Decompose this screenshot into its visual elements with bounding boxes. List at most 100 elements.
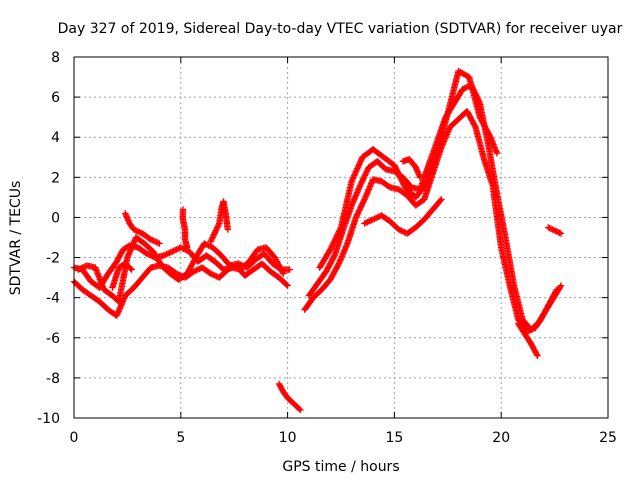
data-point (76, 265, 83, 273)
data-point (368, 216, 375, 224)
series-track-5 (122, 210, 163, 247)
series-track-15 (544, 224, 565, 237)
data-point (130, 226, 138, 233)
data-point (372, 214, 380, 222)
data-point (365, 218, 372, 225)
data-point (360, 197, 368, 204)
data-point (154, 239, 162, 247)
data-point (190, 268, 197, 275)
data-point (136, 228, 143, 236)
data-point (557, 282, 565, 289)
data-point (193, 267, 200, 274)
data-point (399, 228, 407, 235)
data-point (471, 122, 479, 130)
data-point (163, 251, 170, 258)
data-point (239, 262, 246, 269)
x-tick-label: 0 (70, 430, 79, 446)
data-point (459, 85, 466, 93)
data-point (77, 265, 85, 272)
data-point (286, 266, 293, 273)
data-point (207, 270, 214, 277)
data-point (438, 196, 445, 203)
data-point (134, 228, 142, 235)
data-point (552, 287, 560, 295)
data-point (224, 266, 231, 273)
x-tick-label: 15 (385, 430, 403, 446)
data-point (144, 251, 152, 258)
data-point (215, 221, 222, 229)
data-point (210, 271, 217, 279)
data-point (296, 405, 303, 413)
data-point (554, 228, 562, 236)
data-point (133, 227, 140, 235)
data-point (557, 283, 564, 291)
data-point (553, 228, 560, 235)
data-point (364, 218, 371, 226)
data-point (174, 245, 182, 253)
series-track-11 (316, 67, 501, 271)
data-point (128, 266, 135, 273)
x-tick-label: 5 (176, 430, 185, 446)
data-point (170, 247, 177, 255)
data-point (132, 226, 139, 234)
data-point (208, 271, 216, 278)
data-point (203, 241, 211, 249)
series-track-14 (515, 320, 541, 360)
plot-frame (73, 56, 609, 419)
data-point (173, 246, 180, 253)
series-track-4 (109, 260, 135, 291)
data-point (395, 226, 402, 233)
chart-title: Day 327 of 2019, Sidereal Day-to-day VTE… (58, 21, 623, 37)
data-point (547, 225, 555, 233)
data-point (184, 244, 191, 251)
data-point (161, 251, 169, 259)
data-point (191, 267, 199, 275)
series-track-12 (361, 196, 445, 237)
x-tick-label: 20 (492, 430, 510, 446)
data-point (153, 238, 160, 246)
data-point (147, 236, 155, 243)
series-track-2 (70, 260, 291, 319)
data-point (167, 249, 175, 256)
data-point (160, 252, 167, 259)
data-point (371, 215, 378, 222)
data-point (80, 263, 88, 271)
data-point (75, 266, 82, 273)
data-point (180, 245, 187, 253)
data-point (224, 226, 231, 233)
data-point (211, 272, 219, 279)
data-point (194, 266, 202, 273)
data-point (362, 219, 370, 226)
y-tick-label: 4 (51, 130, 60, 146)
data-point (236, 261, 244, 268)
series-track-10 (305, 81, 560, 333)
data-point (337, 225, 344, 233)
data-point (297, 406, 304, 414)
series-track-3 (75, 234, 293, 305)
data-point (169, 248, 176, 255)
data-point (150, 237, 157, 245)
data-point (156, 240, 163, 247)
data-point (171, 247, 179, 254)
data-point (283, 281, 290, 288)
data-point (366, 217, 374, 224)
data-point (238, 261, 245, 269)
data-point (235, 260, 242, 267)
data-point (146, 251, 153, 259)
data-point (544, 224, 552, 231)
series-track-13 (399, 156, 424, 181)
x-tick-label: 25 (599, 430, 617, 446)
y-tick-label: -6 (46, 331, 60, 347)
data-point (534, 352, 541, 360)
y-tick-labels: -10 -8 -6 -4 -2 0 2 4 6 8 (37, 50, 60, 427)
y-tick-label: 2 (51, 170, 60, 186)
data-point (330, 253, 338, 261)
data-point (557, 230, 565, 237)
data-point (460, 85, 468, 92)
x-tick-label: 10 (279, 430, 297, 446)
data-point (533, 351, 540, 358)
y-tick-label: -8 (46, 371, 60, 387)
data-point (546, 224, 553, 232)
y-axis-label: SDTVAR / TECUs (8, 181, 24, 296)
